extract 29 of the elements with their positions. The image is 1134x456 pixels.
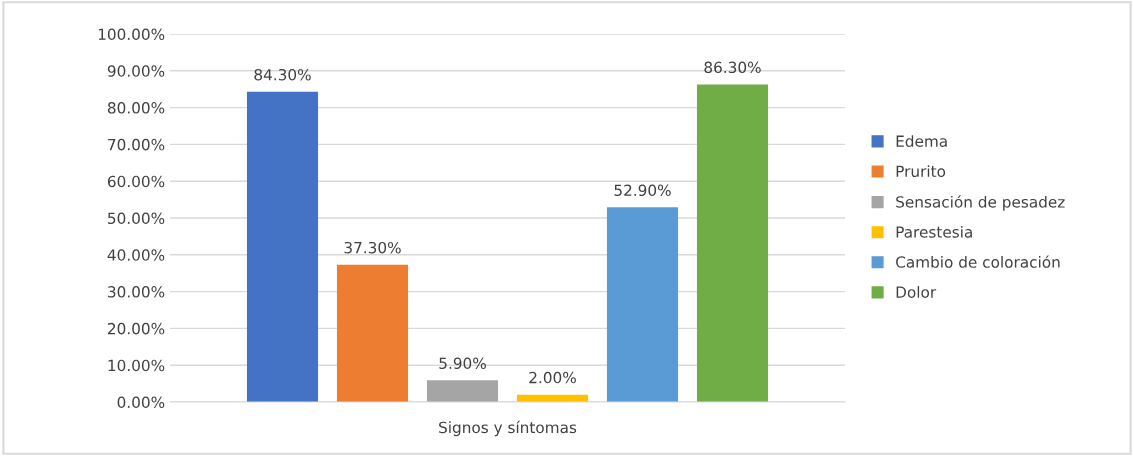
y-tick-label: 20.00%: [108, 322, 165, 335]
data-label: 52.90%: [614, 184, 671, 197]
data-label: 2.00%: [529, 371, 576, 384]
data-label: 86.30%: [704, 61, 761, 74]
legend-label: Edema: [896, 135, 947, 147]
y-tick-label: 80.00%: [107, 102, 165, 114]
legend-label: Prurito: [896, 165, 946, 178]
legend-label: Dolor: [896, 286, 937, 298]
data-label: 84.30%: [254, 68, 311, 81]
bar: [696, 84, 769, 402]
bar: [606, 207, 679, 402]
y-tick-label: 50.00%: [108, 212, 165, 225]
y-tick-label: 40.00%: [107, 249, 165, 261]
bar: [426, 380, 499, 402]
y-tick-label: 10.00%: [108, 359, 165, 372]
data-label: 37.30%: [344, 241, 401, 254]
y-tick-label: 60.00%: [107, 175, 165, 188]
y-tick-label: 0.00%: [117, 396, 165, 409]
y-tick-label: 70.00%: [108, 138, 165, 151]
y-tick-label: 90.00%: [107, 65, 165, 77]
y-tick-label: 100.00%: [98, 28, 165, 41]
data-label: 5.90%: [439, 357, 486, 369]
x-axis-title: Signos y síntomas: [439, 420, 577, 437]
legend-label: Parestesia: [896, 225, 972, 238]
bar: [246, 91, 319, 402]
y-tick-label: 30.00%: [108, 286, 165, 298]
legend-label: Sensación de pesadez: [896, 195, 1065, 211]
legend-label: Cambio de coloración: [896, 255, 1060, 268]
bar: [336, 264, 409, 402]
